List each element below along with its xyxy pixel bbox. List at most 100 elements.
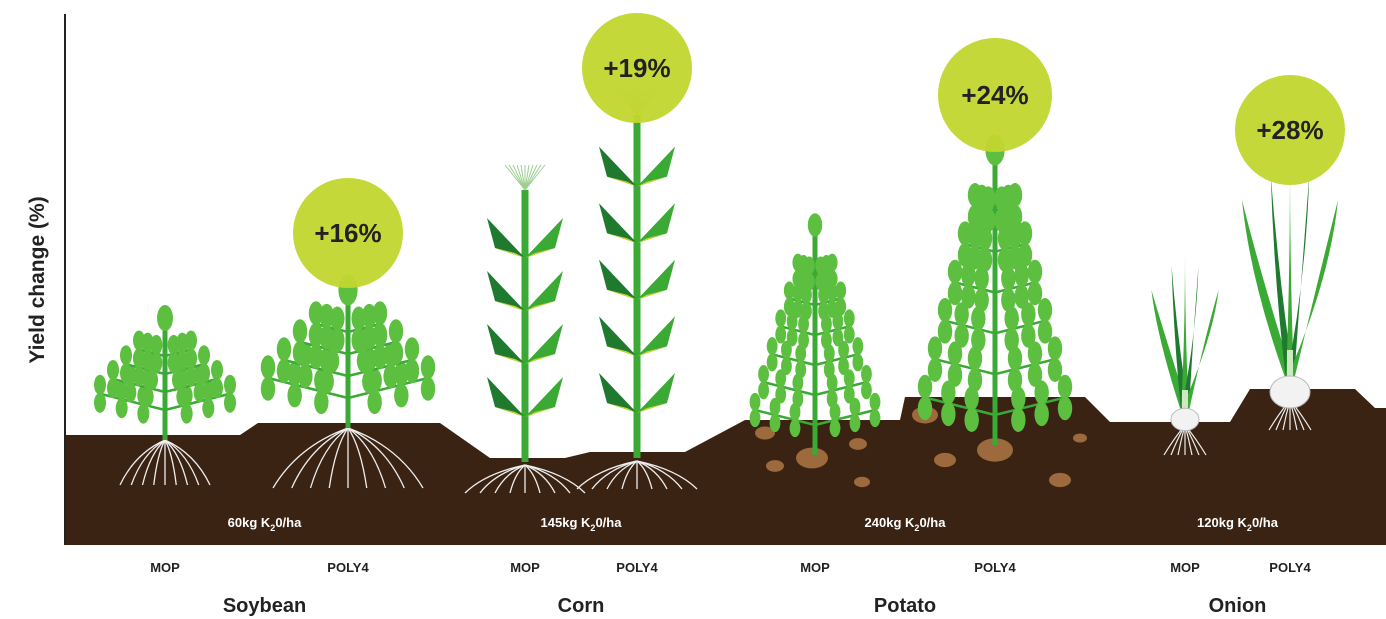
leaf xyxy=(133,367,145,387)
leaf xyxy=(750,393,761,411)
leaf xyxy=(1004,328,1018,352)
leaf xyxy=(827,270,838,288)
leaf xyxy=(383,364,397,388)
leaf xyxy=(185,349,197,369)
leaf xyxy=(357,349,371,373)
leaf xyxy=(918,396,932,420)
leaf xyxy=(211,378,223,398)
leaf xyxy=(1011,408,1025,432)
leaf xyxy=(758,365,769,383)
corn-leaf xyxy=(487,324,525,364)
leaf xyxy=(948,281,962,305)
leaf xyxy=(861,381,872,399)
yield-change: +16% xyxy=(314,218,381,248)
leaf xyxy=(194,382,206,402)
leaf xyxy=(1038,320,1052,344)
leaf xyxy=(784,281,795,299)
treatment-label: POLY4 xyxy=(327,560,369,575)
leaf xyxy=(1048,358,1062,382)
tuber xyxy=(854,477,870,487)
leaf xyxy=(1008,183,1022,207)
leaf xyxy=(958,243,972,267)
leaf xyxy=(844,326,855,344)
corn-leaf xyxy=(599,147,637,187)
leaf xyxy=(133,349,145,369)
leaf xyxy=(394,383,408,407)
corn-leaf xyxy=(599,260,637,300)
leaf xyxy=(94,375,106,395)
branch xyxy=(815,354,858,365)
leaf xyxy=(124,382,136,402)
leaf xyxy=(157,305,173,331)
leaf xyxy=(844,386,855,404)
leaf xyxy=(120,345,132,365)
leaf xyxy=(775,309,786,327)
leaf xyxy=(198,363,210,383)
leaf xyxy=(1008,368,1022,392)
infographic: Yield change (%) +16%60kg K20/haMOPPOLY4… xyxy=(0,0,1386,619)
bulb xyxy=(1270,376,1310,408)
corn-leaf xyxy=(599,316,637,356)
leaf xyxy=(948,363,962,387)
leaf xyxy=(968,183,982,207)
leaf xyxy=(107,360,119,380)
tassel xyxy=(525,165,533,190)
leaf xyxy=(389,341,403,365)
corn-leaf xyxy=(599,203,637,243)
leaf xyxy=(120,363,132,383)
rate-suffix: 0/ha xyxy=(275,515,302,530)
crop-name: Onion xyxy=(1209,595,1267,617)
rate-prefix: 145kg K xyxy=(541,515,591,530)
leaf xyxy=(261,377,275,401)
leaf xyxy=(974,288,988,312)
leaf xyxy=(787,328,798,346)
corn-leaf xyxy=(487,377,525,417)
leaf xyxy=(293,341,307,365)
treatment-label: MOP xyxy=(800,560,830,575)
treatment-label: POLY4 xyxy=(974,560,1016,575)
leaf xyxy=(94,393,106,413)
branch xyxy=(935,359,995,374)
branch xyxy=(764,382,815,395)
leaf xyxy=(795,361,806,379)
leaf xyxy=(835,298,846,316)
leaf xyxy=(827,390,838,408)
leaf xyxy=(116,398,128,418)
leaf xyxy=(314,390,328,414)
crop-name: Soybean xyxy=(223,595,306,617)
leaf xyxy=(405,359,419,383)
bulb xyxy=(1171,408,1199,430)
corn-leaf xyxy=(599,373,637,413)
leaf xyxy=(870,393,881,411)
corn-leaf xyxy=(525,377,563,417)
leaf xyxy=(850,414,861,432)
leaf xyxy=(373,345,387,369)
branch xyxy=(995,359,1055,374)
leaf xyxy=(775,326,786,344)
branch xyxy=(815,382,866,395)
leaf xyxy=(224,375,236,395)
y-axis-label: Yield change (%) xyxy=(26,196,49,363)
leaf xyxy=(792,390,803,408)
leaf xyxy=(325,349,339,373)
corn-leaf xyxy=(637,260,675,300)
leaf xyxy=(107,378,119,398)
tuber xyxy=(849,438,867,450)
leaf xyxy=(405,337,419,361)
leaf xyxy=(185,367,197,387)
leaf xyxy=(373,323,387,347)
leaf xyxy=(827,254,838,272)
leaf xyxy=(367,390,381,414)
leaf xyxy=(309,345,323,369)
leaf xyxy=(832,328,843,346)
leaf xyxy=(824,361,835,379)
leaf xyxy=(767,353,778,371)
leaf xyxy=(293,319,307,343)
branch xyxy=(772,354,815,365)
leaf xyxy=(971,328,985,352)
leaf xyxy=(287,383,301,407)
leaf xyxy=(775,386,786,404)
leaf xyxy=(750,409,761,427)
leaf xyxy=(770,414,781,432)
leaf xyxy=(830,419,841,437)
